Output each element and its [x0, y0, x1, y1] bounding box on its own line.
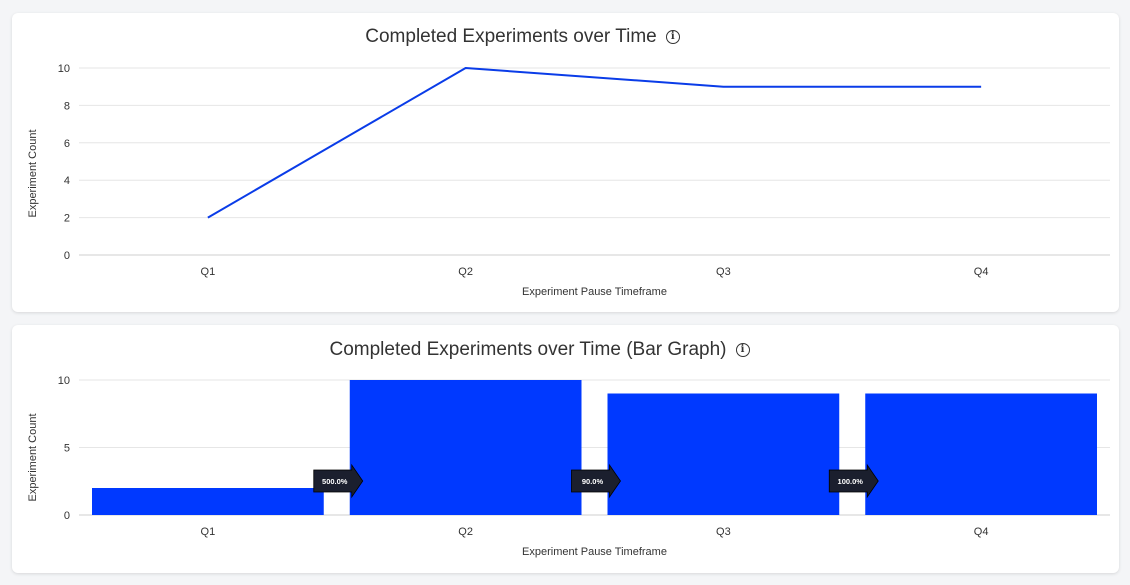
line-chart-title-row: Completed Experiments over Time i — [0, 26, 1076, 48]
bar — [92, 488, 324, 515]
x-tick-label: Q3 — [716, 526, 731, 538]
line-chart-card: Completed Experiments over Time i 0 2 4 6 8 1… — [12, 13, 1119, 312]
bar — [349, 380, 582, 515]
y-axis-title: Experiment Count — [27, 413, 39, 501]
change-label: 500.0% — [322, 477, 348, 486]
y-tick-label: 0 — [64, 250, 70, 262]
change-label: 100.0% — [838, 477, 864, 486]
x-tick-label: Q4 — [974, 526, 989, 538]
x-axis-title: Experiment Pause Timeframe — [522, 546, 667, 558]
x-tick-label: Q4 — [974, 266, 989, 278]
change-arrow-shape — [313, 463, 364, 499]
change-arrow-shape — [828, 463, 879, 499]
change-arrow-shape — [571, 463, 621, 499]
y-tick-label: 5 — [64, 443, 70, 455]
change-arrow: 90.0% — [571, 463, 621, 499]
y-axis-title: Experiment Count — [27, 129, 39, 217]
change-arrow: 500.0% — [313, 463, 364, 499]
x-tick-label: Q1 — [201, 526, 216, 538]
x-tick-label: Q2 — [458, 266, 473, 278]
bar-chart-card: Completed Experiments over Time (Bar Gra… — [12, 325, 1119, 573]
bar — [607, 393, 840, 515]
change-label: 90.0% — [582, 477, 604, 486]
y-tick-label: 6 — [64, 138, 70, 150]
y-tick-label: 10 — [58, 63, 70, 75]
series-line — [207, 67, 982, 219]
change-arrow: 100.0% — [828, 463, 879, 499]
info-icon[interactable]: i — [735, 343, 750, 357]
line-chart-title: Completed Experiments over Time — [365, 26, 657, 47]
line-chart-svg: 0 2 4 6 8 10 Q1 Q2 Q3 Q4 Experiment Pause Timefram… — [27, 63, 1110, 298]
info-icon[interactable]: i — [665, 30, 680, 44]
bar — [865, 393, 1097, 515]
y-tick-label: 10 — [58, 375, 70, 387]
x-tick-label: Q1 — [201, 266, 216, 278]
y-tick-label: 2 — [64, 213, 70, 225]
bar-chart-svg: 0 5 10 Q1 Q2 Q3 Q4 500.0% 90.0% 100.0% Experiment … — [27, 375, 1110, 558]
x-tick-label: Q2 — [458, 526, 473, 538]
y-tick-label: 0 — [64, 510, 70, 522]
x-tick-label: Q3 — [716, 266, 731, 278]
y-tick-label: 4 — [64, 175, 70, 187]
y-tick-label: 8 — [64, 100, 70, 112]
bar-chart-title: Completed Experiments over Time (Bar Gra… — [329, 339, 727, 360]
x-axis-title: Experiment Pause Timeframe — [522, 286, 667, 298]
bar-chart-title-row: Completed Experiments over Time (Bar Gra… — [0, 339, 1093, 361]
